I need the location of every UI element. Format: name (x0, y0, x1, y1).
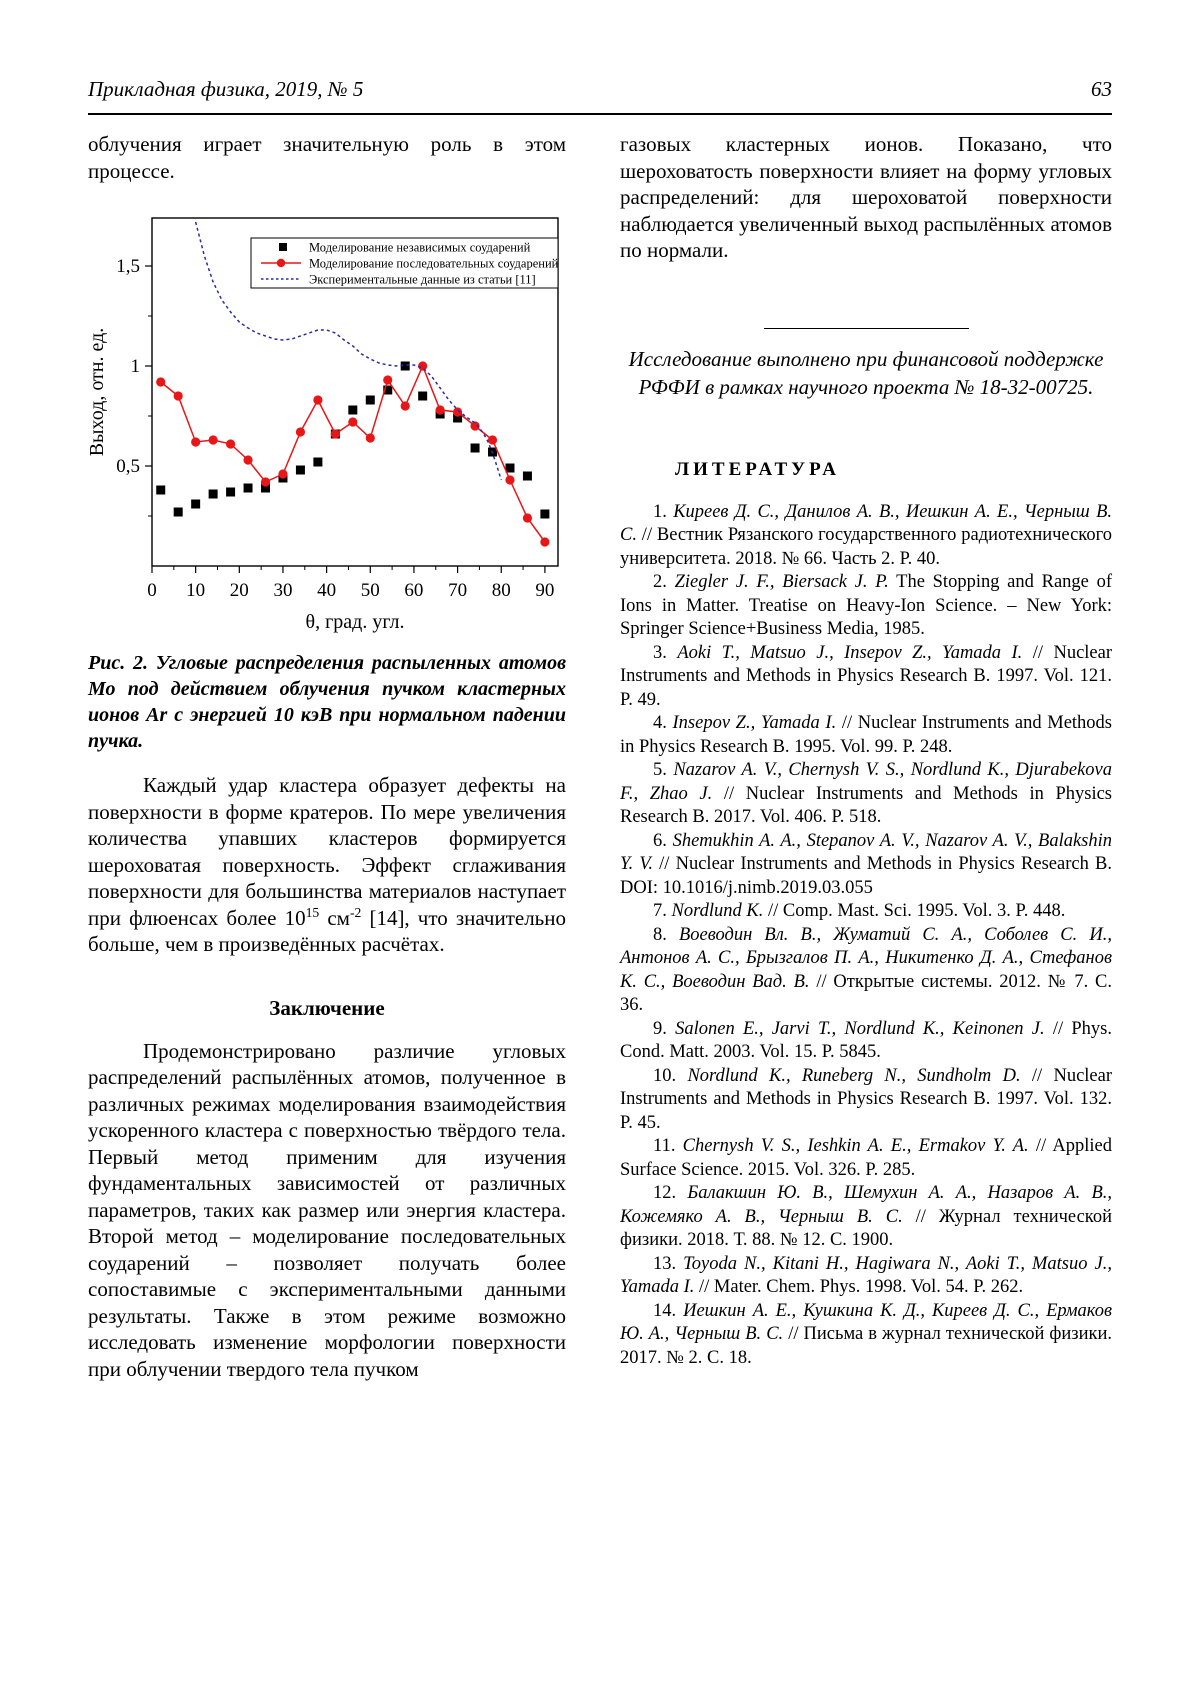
conclusion-paragraph: Продемонстрировано различие угловых расп… (88, 1038, 566, 1381)
page-header: Прикладная физика, 2019, № 5 63 (88, 78, 1112, 100)
reference-authors: Ziegler J. F., Biersack J. P. (674, 572, 889, 592)
reference-number: 8. (653, 924, 679, 945)
paragraph-craters-text: Каждый удар кластера образует дефекты на… (88, 773, 566, 930)
reference-authors: Nordlund K. (671, 901, 764, 921)
reference-authors: Иешкин А. Е., Кушкина К. Д., Киреев Д. С… (620, 1300, 1113, 1345)
paragraph-craters: Каждый удар кластера образует дефекты на… (88, 772, 566, 958)
reference-text: // Mater. Chem. Phys. 1998. Vol. 54. P. … (694, 1277, 1024, 1297)
paragraph-craters-units: см (319, 905, 350, 930)
reference-authors: Aoki T., Matsuo J., Insepov Z., Yamada I… (677, 642, 1023, 663)
reference-authors: Nordlund K., Runeberg N., Sundholm D. (687, 1065, 1021, 1086)
svg-text:θ, град. угл.: θ, град. угл. (305, 611, 404, 633)
figure-caption: Рис. 2. Угловые распределения распыленны… (88, 652, 566, 752)
svg-text:50: 50 (361, 580, 380, 601)
reference-item: 1. Киреев Д. С., Данилов А. В., Иешкин А… (620, 501, 1112, 572)
svg-text:Моделирование независимых соуд: Моделирование независимых соударений (309, 241, 531, 255)
reference-number: 7. (653, 901, 672, 921)
reference-authors: Insepov Z., Yamada I. (672, 713, 837, 733)
paragraph-craters-tail: [14], что значительно больше, чем в прои… (88, 905, 566, 957)
svg-text:60: 60 (404, 580, 423, 601)
reference-item: 12. Балакшин Ю. В., Шемухин А. А., Назар… (620, 1182, 1112, 1253)
reference-number: 1. (653, 501, 674, 522)
reference-item: 14. Иешкин А. Е., Кушкина К. Д., Киреев … (620, 1300, 1112, 1371)
reference-number: 5. (653, 760, 674, 780)
reference-item: 10. Nordlund K., Runeberg N., Sundholm D… (620, 1065, 1112, 1136)
references-list: 1. Киреев Д. С., Данилов А. В., Иешкин А… (620, 501, 1112, 1371)
reference-number: 2. (653, 572, 675, 592)
svg-text:70: 70 (448, 580, 467, 601)
reference-text: // Открытые системы. 2012. № 7. С. 36. (620, 971, 1112, 1016)
paragraph-continuation-top-right: газовых кластерных ионов. Показано, что … (620, 132, 1112, 262)
reference-text: // Письма в журнал технической физики. 2… (620, 1324, 1112, 1368)
header-rule (88, 113, 1112, 115)
superscript-exponent-2: -2 (349, 904, 362, 920)
svg-text:1: 1 (131, 356, 141, 377)
svg-text:Выход, отн. ед.: Выход, отн. ед. (88, 328, 108, 457)
reference-item: 11. Chernysh V. S., Ieshkin A. E., Ermak… (620, 1135, 1112, 1182)
figure2-chart: 0 10 20 30 40 50 60 70 80 90 0,5 1 1,5 θ, град. угл. В… (88, 217, 559, 633)
reference-text: // Nuclear Instruments and Methods in Ph… (620, 1065, 1112, 1133)
svg-text:0: 0 (147, 580, 157, 601)
reference-number: 12. (653, 1183, 688, 1203)
reference-authors: Nazarov A. V., Chernysh V. S., Nordlund … (620, 760, 1113, 804)
reference-number: 10. (653, 1065, 688, 1086)
reference-authors: Воеводин Вл. В., Жуматий С. А., Соболев … (620, 924, 1112, 992)
reference-item: 13. Toyoda N., Kitani H., Hagiwara N., A… (620, 1253, 1112, 1300)
reference-item: 7. Nordlund K. // Comp. Mast. Sci. 1995.… (620, 900, 1112, 924)
conclusion-heading: Заключение (269, 995, 385, 1020)
page-number: 63 (1091, 77, 1112, 101)
reference-item: 4. Insepov Z., Yamada I. // Nuclear Inst… (620, 712, 1112, 759)
two-column-body: облучения играет значительную роль в это… (88, 131, 1112, 1382)
paragraph-continuation-top-left: облучения играет значительную роль в это… (88, 132, 566, 183)
svg-text:Моделирование последовательных: Моделирование последовательных соударени… (309, 257, 559, 271)
reference-item: 2. Ziegler J. F., Biersack J. P. The Sto… (620, 571, 1112, 642)
reference-authors: Балакшин Ю. В., Шемухин А. А., Назаров А… (620, 1183, 1112, 1227)
reference-number: 3. (653, 642, 678, 663)
reference-text: // Phys. Cond. Matt. 2003. Vol. 15. P. 5… (620, 1018, 1112, 1063)
reference-number: 4. (653, 713, 673, 733)
reference-authors: Toyoda N., Kitani H., Hagiwara N., Aoki … (620, 1253, 1112, 1298)
reference-text: // Nuclear Instruments and Methods in Ph… (620, 783, 1112, 828)
svg-text:1,5: 1,5 (116, 256, 140, 277)
reference-number: 14. (653, 1300, 684, 1321)
references-heading: ЛИТЕРАТУРА (675, 458, 841, 480)
right-column: газовых кластерных ионов. Показано, что … (620, 131, 1112, 1382)
svg-text:10: 10 (186, 580, 205, 601)
reference-text: // Nuclear Instruments and Methods in Ph… (620, 642, 1113, 710)
svg-text:40: 40 (317, 580, 336, 601)
reference-item: 9. Salonen E., Jarvi T., Nordlund K., Ke… (620, 1018, 1112, 1065)
reference-text: // Applied Surface Science. 2015. Vol. 3… (620, 1136, 1112, 1180)
reference-number: 9. (653, 1018, 676, 1039)
svg-text:90: 90 (535, 580, 554, 601)
reference-number: 13. (653, 1253, 684, 1274)
reference-text: // Nuclear Instruments and Methods in Ph… (620, 854, 1112, 898)
reference-number: 11. (653, 1136, 683, 1156)
reference-item: 6. Shemukhin A. A., Stepanov A. V., Naza… (620, 830, 1112, 901)
reference-text: // Вестник Рязанского государственного р… (620, 525, 1112, 569)
svg-text:0,5: 0,5 (116, 456, 140, 477)
figure-2: 0 10 20 30 40 50 60 70 80 90 0,5 1 1,5 θ, град. угл. В… (88, 198, 566, 754)
svg-text:Экспериментальные данные из ст: Экспериментальные данные из статьи [11] (309, 273, 536, 287)
reference-text: The Stopping and Range of Ions in Matter… (620, 572, 1113, 639)
reference-authors: Shemukhin A. A., Stepanov A. V., Nazarov… (620, 830, 1113, 875)
reference-item: 5. Nazarov A. V., Chernysh V. S., Nordlu… (620, 759, 1112, 830)
reference-authors: Chernysh V. S., Ieshkin A. E., Ermakov Y… (682, 1136, 1029, 1156)
journal-title: Прикладная физика, 2019, № 5 (88, 77, 364, 101)
svg-text:20: 20 (230, 580, 249, 601)
reference-item: 8. Воеводин Вл. В., Жуматий С. А., Собол… (620, 924, 1112, 1018)
reference-number: 6. (653, 830, 673, 851)
svg-text:80: 80 (492, 580, 511, 601)
reference-authors: Salonen E., Jarvi T., Nordlund K., Keino… (675, 1018, 1045, 1039)
reference-item: 3. Aoki T., Matsuo J., Insepov Z., Yamad… (620, 642, 1112, 713)
left-column: облучения играет значительную роль в это… (88, 131, 566, 1382)
footnote-separator-line (763, 327, 969, 329)
superscript-exponent: 15 (305, 904, 320, 920)
svg-text:30: 30 (273, 580, 292, 601)
reference-text: // Журнал технической физики. 2018. Т. 8… (620, 1206, 1113, 1251)
reference-text: // Nuclear Instruments and Methods in Ph… (620, 713, 1113, 757)
reference-authors: Киреев Д. С., Данилов А. В., Иешкин А. Е… (620, 501, 1113, 546)
funding-note: Исследование выполнено при финансовой по… (628, 346, 1104, 399)
reference-text: // Comp. Mast. Sci. 1995. Vol. 3. P. 448… (763, 901, 1066, 921)
